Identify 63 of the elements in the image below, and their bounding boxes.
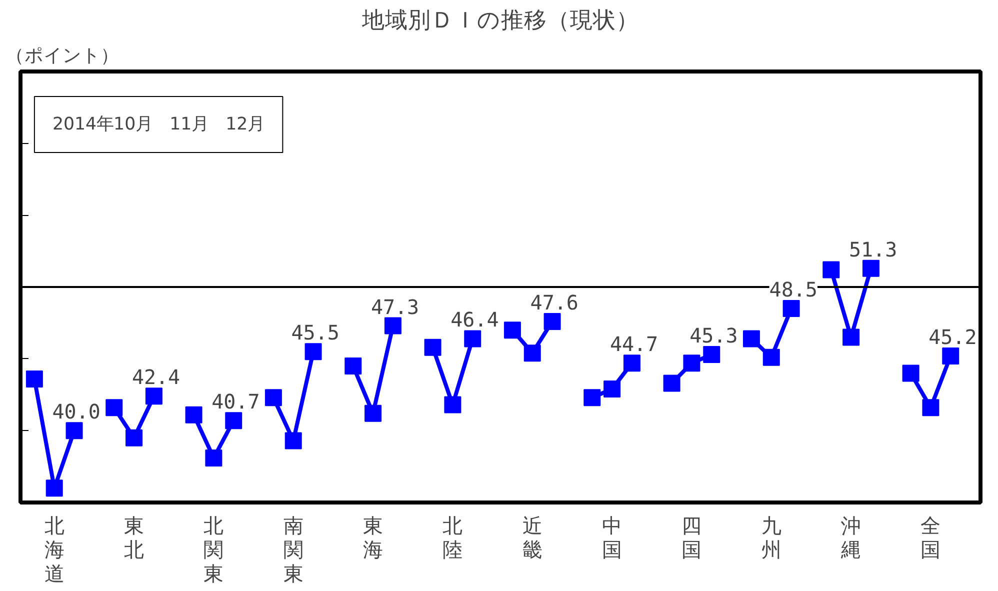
x-tick-label: 四国 [682, 514, 702, 562]
data-label: 45.5 [291, 320, 340, 345]
data-label: 40.7 [212, 390, 260, 414]
point [444, 396, 462, 414]
point [942, 347, 960, 364]
point [544, 312, 561, 330]
point [66, 422, 83, 440]
point [742, 330, 760, 348]
point [424, 338, 442, 356]
data-label: 46.4 [450, 308, 499, 332]
x-tick-label: 近畿 [522, 514, 542, 562]
point [703, 346, 720, 364]
point [304, 343, 322, 360]
data-label: 47.6 [530, 290, 578, 314]
data-label: 45.2 [928, 324, 977, 349]
point [464, 330, 482, 348]
point [663, 374, 680, 392]
x-tick-label: 東北 [124, 514, 144, 562]
point [106, 399, 123, 416]
x-tick-label: 東海 [363, 514, 384, 562]
point [782, 300, 800, 318]
point [762, 348, 780, 366]
x-tick-label: 北関東 [204, 514, 224, 586]
data-label: 45.3 [690, 324, 738, 348]
point [604, 380, 621, 398]
point [384, 317, 402, 334]
data-label: 42.4 [132, 365, 180, 390]
point [185, 406, 202, 424]
point [862, 260, 880, 277]
point [145, 388, 162, 405]
data-label: 44.7 [610, 332, 658, 356]
point [344, 358, 362, 375]
point [822, 261, 840, 278]
x-tick-label: 北陸 [442, 514, 463, 562]
point [504, 322, 521, 339]
point [623, 354, 640, 372]
x-tick-label: 沖縄 [840, 514, 862, 562]
point [524, 344, 541, 362]
x-tick-label: 九州 [761, 514, 782, 562]
point [683, 354, 700, 372]
chart-title: 地域別ＤＩの推移（現状） [361, 8, 639, 34]
x-tick-label: 全国 [920, 514, 941, 562]
point [26, 370, 43, 388]
y-axis-title: （ポイント） [6, 46, 120, 66]
x-tick-label: 南関東 [283, 514, 304, 586]
x-tick-label: 中国 [602, 514, 622, 562]
point [902, 364, 920, 382]
point [364, 404, 382, 422]
annotation: 2014年10月 11月 12月 [52, 114, 265, 134]
data-label: 48.5 [769, 278, 818, 302]
x-tick-label: 北海道 [44, 514, 64, 586]
point [584, 389, 601, 406]
point [225, 412, 242, 430]
point [264, 389, 282, 406]
data-label: 47.3 [370, 294, 420, 319]
point [126, 429, 143, 446]
point [922, 399, 940, 416]
point [46, 480, 63, 497]
point [284, 432, 302, 450]
point [205, 449, 222, 466]
data-label: 40.0 [52, 400, 100, 424]
data-label: 51.3 [848, 237, 898, 262]
point [842, 328, 860, 346]
